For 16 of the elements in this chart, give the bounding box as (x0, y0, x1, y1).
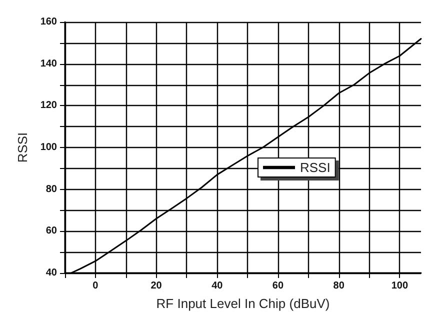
x-tick-label: 0 (92, 280, 99, 292)
x-tick-label: 20 (150, 280, 162, 292)
y-tick-label: 100 (40, 142, 58, 153)
y-tick-label: 140 (40, 58, 58, 70)
y-axis-title: RSSI (15, 132, 30, 163)
x-tick-label: 40 (212, 280, 224, 292)
y-tick-label: 160 (40, 16, 58, 28)
x-tick-label: 100 (391, 280, 408, 292)
y-tick-label: 60 (46, 226, 58, 237)
y-tick-label: 80 (46, 184, 58, 195)
y-tick-label: 120 (40, 100, 58, 112)
x-tick-label: 80 (333, 280, 345, 292)
x-axis-title: RF Input Level In Chip (dBuV) (156, 296, 330, 311)
x-tick-label: 60 (272, 280, 284, 292)
y-tick-label: 40 (46, 268, 58, 278)
legend-label: RSSI (300, 160, 330, 175)
